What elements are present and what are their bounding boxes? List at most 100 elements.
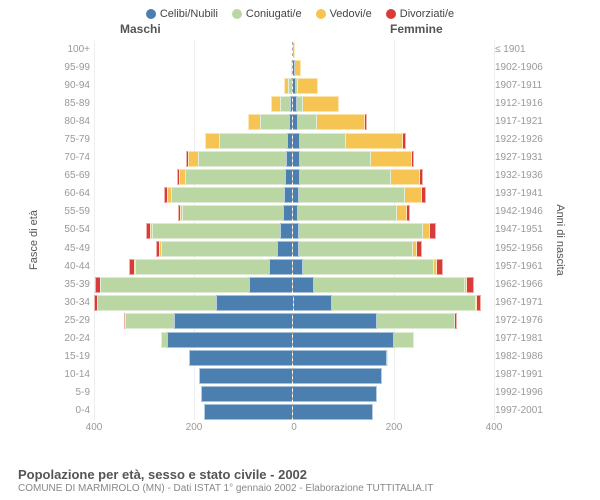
bar-segment <box>365 114 367 130</box>
age-label: 20-24 <box>50 333 94 344</box>
bar-segment <box>293 404 373 420</box>
year-label: 1942-1946 <box>491 206 550 217</box>
bar-segment <box>135 259 269 275</box>
bar-segment <box>205 133 219 149</box>
header-female: Femmine <box>390 22 443 36</box>
bar-segment <box>477 295 481 311</box>
legend-label: Celibi/Nubili <box>160 8 218 20</box>
bar-segment <box>161 241 277 257</box>
bar-segment <box>293 313 377 329</box>
year-label: 1987-1991 <box>491 369 550 380</box>
year-label: 1932-1936 <box>491 170 550 181</box>
age-label: 75-79 <box>50 134 94 145</box>
bar-segment <box>289 114 293 130</box>
bar-segment <box>204 404 293 420</box>
bar-segment <box>201 386 292 402</box>
year-label: 1982-1986 <box>491 351 550 362</box>
year-label: 1902-1906 <box>491 62 550 73</box>
bar-segment <box>371 151 412 167</box>
bar-segment <box>100 277 249 293</box>
pyramid-row: 70-741927-1931 <box>50 149 550 167</box>
year-label: 1927-1931 <box>491 152 550 163</box>
pyramid-row: 50-54 1947-1951 <box>50 221 550 239</box>
bar-segment <box>293 259 303 275</box>
bar-segment <box>437 259 443 275</box>
bar-segment <box>280 96 290 112</box>
year-label: 1907-1911 <box>491 80 550 91</box>
year-label: 1912-1916 <box>491 98 550 109</box>
pyramid-row: 20-24 1977-1981 <box>50 330 550 348</box>
bar-segment <box>293 133 300 149</box>
pyramid-row: 5-91992-1996 <box>50 384 550 402</box>
bar-segment <box>280 223 292 239</box>
pyramid-row: 45-491952-1956 <box>50 239 550 257</box>
pyramid-row: 25-291972-1976 <box>50 311 550 329</box>
age-label: 65-69 <box>50 170 94 181</box>
x-tick: 200 <box>186 422 203 433</box>
bar-segment <box>412 151 414 167</box>
bar-segment <box>303 259 434 275</box>
bar-segment <box>300 133 346 149</box>
age-label: 40-44 <box>50 261 94 272</box>
legend-item: Celibi/Nubili <box>146 8 218 20</box>
bar-segment <box>423 223 430 239</box>
column-headers: Maschi Femmine <box>0 22 600 40</box>
bar-segment <box>182 205 283 221</box>
bar-segment <box>216 295 293 311</box>
y-axis-title-right: Anni di nascita <box>554 204 566 276</box>
year-label: ≤ 1901 <box>491 44 550 55</box>
bar-segment <box>290 96 293 112</box>
x-tick: 400 <box>486 422 503 433</box>
bar-segment <box>299 223 423 239</box>
bar-segment <box>260 114 289 130</box>
bar-segment <box>185 169 285 185</box>
chart-subtitle: COMUNE DI MARMIROLO (MN) - Dati ISTAT 1°… <box>18 483 590 494</box>
legend: Celibi/NubiliConiugati/eVedovi/eDivorzia… <box>0 0 600 22</box>
legend-swatch <box>316 9 326 19</box>
bar-segment <box>271 96 280 112</box>
pyramid-row: 90-941907-1911 <box>50 76 550 94</box>
year-label: 1977-1981 <box>491 333 550 344</box>
bar-segment <box>455 313 457 329</box>
bar-segment <box>248 114 260 130</box>
bar-segment <box>394 332 414 348</box>
legend-swatch <box>386 9 396 19</box>
age-label: 30-34 <box>50 297 94 308</box>
bar-segment <box>303 96 339 112</box>
bar-segment <box>167 332 292 348</box>
age-label: 50-54 <box>50 224 94 235</box>
chart-title: Popolazione per età, sesso e stato civil… <box>18 467 590 482</box>
age-label: 5-9 <box>50 387 94 398</box>
bar-segment <box>420 169 423 185</box>
year-label: 1937-1941 <box>491 188 550 199</box>
header-male: Maschi <box>120 22 161 36</box>
pyramid-row: 65-69 1932-1936 <box>50 167 550 185</box>
bar-segment <box>391 169 420 185</box>
bar-segment <box>299 187 405 203</box>
bar-segment <box>97 295 216 311</box>
bar-segment <box>422 187 426 203</box>
bar-segment <box>314 277 465 293</box>
pyramid-row: 80-841917-1921 <box>50 112 550 130</box>
bar-segment <box>293 386 377 402</box>
bar-segment <box>287 133 292 149</box>
age-label: 60-64 <box>50 188 94 199</box>
pyramid-row: 75-791922-1926 <box>50 130 550 148</box>
year-label: 1997-2001 <box>491 405 550 416</box>
year-label: 1947-1951 <box>491 224 550 235</box>
legend-label: Vedovi/e <box>330 8 372 20</box>
bar-segment <box>377 313 456 329</box>
bar-segment <box>189 350 293 366</box>
pyramid-row: 60-64 1937-1941 <box>50 185 550 203</box>
bar-segment <box>199 368 293 384</box>
pyramid-row: 15-191982-1986 <box>50 348 550 366</box>
population-pyramid: Fasce di età Anni di nascita 100+≤ 19019… <box>0 40 600 440</box>
bar-segment <box>174 313 293 329</box>
bar-segment <box>219 133 288 149</box>
bar-segment <box>403 133 406 149</box>
pyramid-row: 35-391962-1966 <box>50 275 550 293</box>
bar-segment <box>291 78 293 94</box>
bar-segment <box>405 187 422 203</box>
pyramid-row: 100+≤ 1901 <box>50 40 550 58</box>
age-label: 25-29 <box>50 315 94 326</box>
